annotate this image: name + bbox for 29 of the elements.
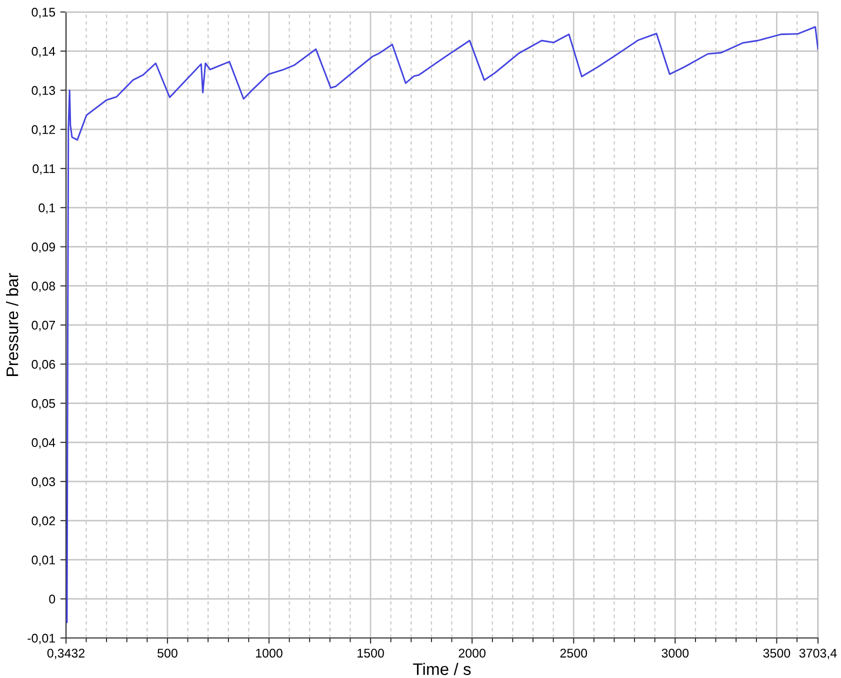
- x-tick-label: 500: [158, 648, 178, 658]
- x-tick-label: 1000: [256, 648, 282, 658]
- x-tick-label: 1500: [358, 648, 384, 658]
- y-tick-label: 0,04: [32, 438, 56, 449]
- x-tick-label: 2500: [560, 648, 588, 658]
- x-tick-label: 3703,4: [799, 648, 837, 660]
- y-tick-label: -0,01: [28, 634, 55, 644]
- x-tick-label: 0,3432: [47, 648, 84, 660]
- y-tick-label: 0: [49, 594, 56, 604]
- y-tick-label: 0,14: [32, 46, 56, 58]
- y-tick-label: 0,09: [32, 242, 55, 253]
- y-tick-label: 0,07: [32, 320, 55, 332]
- y-axis-title: Pressure / bar: [6, 272, 18, 376]
- y-tick-label: 0,05: [32, 399, 56, 410]
- y-tick-label: 0,1: [38, 203, 55, 214]
- y-tick-label: 0,01: [32, 556, 55, 566]
- y-tick-label: 0,12: [32, 125, 55, 136]
- x-tick-label: 3000: [662, 648, 689, 658]
- x-tick-label: 3500: [763, 648, 790, 658]
- x-tick-label: 2000: [458, 648, 486, 658]
- line-series: [66, 26, 818, 624]
- y-tick-label: 0,08: [32, 282, 56, 292]
- y-tick-label: 0,15: [32, 8, 56, 18]
- y-tick-label: 0,11: [32, 164, 55, 175]
- x-axis-title: Time / s: [413, 662, 471, 676]
- y-tick-label: 0,02: [32, 516, 55, 527]
- y-tick-label: 0,06: [32, 360, 56, 370]
- y-tick-label: 0,03: [32, 477, 56, 488]
- y-tick-label: 0,13: [32, 86, 56, 96]
